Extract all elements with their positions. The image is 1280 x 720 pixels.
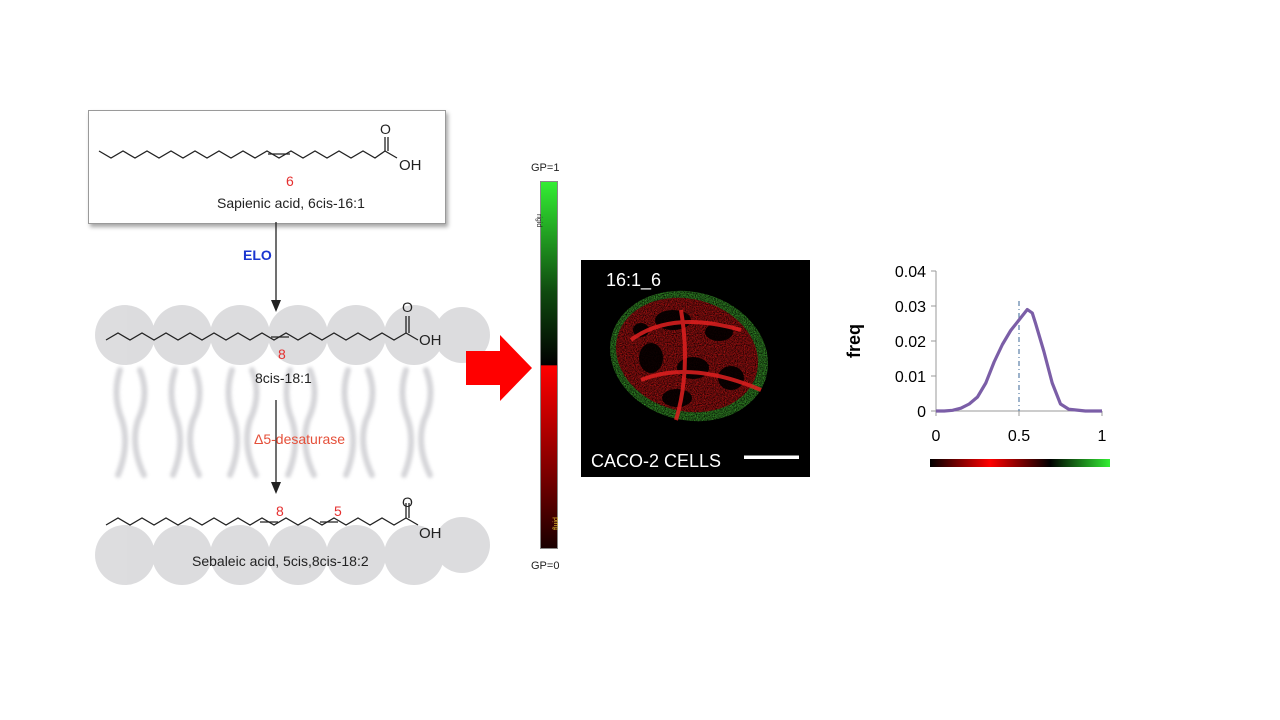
bottom-acid-oh: OH	[419, 525, 442, 542]
x-tick-label: 1	[1098, 428, 1107, 445]
middle-acid-oh: OH	[419, 332, 442, 349]
cell-type-label: CACO-2 CELLS	[591, 451, 722, 471]
microscopy-image: 16:1_6 CACO-2 CELLS	[581, 260, 810, 477]
gp-fluid-label: fluid	[553, 517, 560, 530]
scale-bar	[744, 456, 799, 459]
gp-bottom-label: GP=0	[531, 560, 560, 572]
middle-molecule-structure	[105, 316, 419, 341]
gp-colorbar	[930, 459, 1110, 467]
big-red-arrow	[466, 335, 532, 401]
gp-histogram-chart: 0.04 0.03 0.02 0.01 00 0.5 1 freq	[844, 264, 1110, 467]
enzyme-desaturase-label: Δ5-desaturase	[254, 431, 346, 447]
frequency-line-1	[936, 307, 1102, 413]
gp-scale-bar	[540, 181, 558, 549]
bottom-double-bond-position-8: 8	[276, 503, 284, 519]
y-axis-label: freq	[844, 324, 864, 358]
bottom-acid-o: O	[402, 494, 413, 510]
y-tick-label: 0.04	[895, 264, 926, 281]
sample-label: 16:1_6	[606, 270, 662, 290]
y-tick-label: 0	[917, 404, 926, 421]
enzyme-elo-label: ELO	[243, 247, 272, 263]
gp-top-label: GP=1	[531, 162, 560, 174]
sapienic-acid-box: O OH 6 Sapienic acid, 6cis-16:1	[88, 110, 446, 224]
gp-rigid-label: rigid	[535, 214, 542, 228]
top-acid-o: O	[380, 121, 391, 137]
middle-double-bond-position: 8	[278, 346, 286, 362]
pathway-arrow-1	[271, 222, 281, 312]
membrane-illustration	[95, 305, 490, 585]
middle-molecule-name: 8cis-18:1	[255, 370, 312, 386]
middle-acid-o: O	[402, 299, 413, 315]
top-double-bond-position: 6	[286, 173, 294, 189]
bottom-double-bond-position-5: 5	[334, 503, 342, 519]
y-tick-label: 0.01	[895, 369, 926, 386]
sapienic-acid-structure	[98, 137, 398, 159]
bottom-molecule-structure	[105, 503, 419, 526]
x-tick-label: 0.5	[1008, 428, 1030, 445]
top-molecule-name: Sapienic acid, 6cis-16:1	[217, 195, 365, 211]
pathway-arrow-2	[271, 400, 281, 494]
y-tick-label: 0.02	[895, 334, 926, 351]
y-tick-label: 0.03	[895, 299, 926, 316]
x-tick-label: 0	[932, 428, 941, 445]
top-acid-oh: OH	[399, 157, 422, 174]
cell-cluster-image	[609, 290, 799, 459]
bottom-molecule-name: Sebaleic acid, 5cis,8cis-18:2	[192, 553, 369, 569]
